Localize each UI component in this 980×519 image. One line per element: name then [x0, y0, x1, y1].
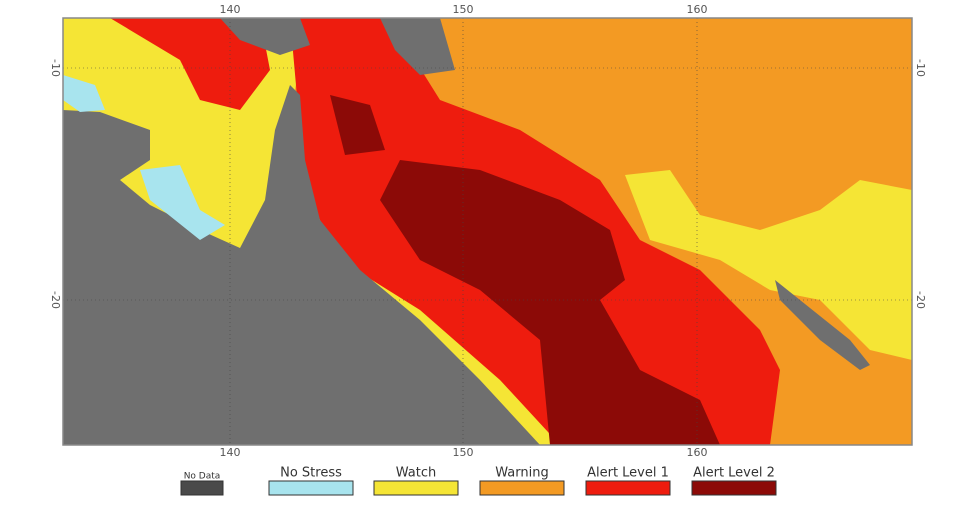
- map-frame: [62, 17, 913, 446]
- lon-label: 140: [220, 3, 241, 16]
- legend-label: Alert Level 1: [587, 466, 669, 481]
- legend-label: Alert Level 2: [693, 466, 775, 481]
- legend-label: No Stress: [280, 466, 342, 481]
- alert-2-zone: [380, 160, 720, 445]
- lat-label: -10: [49, 59, 62, 77]
- map: [62, 17, 913, 446]
- lat-label: -10: [914, 59, 927, 77]
- legend-swatch: [479, 480, 565, 496]
- legend-swatch: [373, 480, 459, 496]
- lon-label: 160: [687, 3, 708, 16]
- lon-label: 150: [453, 446, 474, 459]
- land: [63, 85, 540, 445]
- no-stress-patch: [140, 165, 225, 240]
- legend-swatch: [691, 480, 777, 496]
- legend-swatch: [585, 480, 671, 496]
- no-stress-patch: [63, 75, 105, 112]
- legend-swatch: [180, 480, 224, 496]
- lat-label: -20: [49, 291, 62, 309]
- legend-label: No Data: [184, 472, 221, 482]
- land-north: [220, 18, 310, 55]
- lon-label: 160: [687, 446, 708, 459]
- alert-1-north: [110, 18, 270, 110]
- lon-label: 140: [220, 446, 241, 459]
- legend-swatch: [268, 480, 354, 496]
- legend: No Data No Stress Watch Warning Alert Level …: [180, 466, 777, 496]
- legend-label: Warning: [495, 466, 548, 481]
- alert-2-north: [330, 95, 385, 155]
- lat-label: -20: [914, 291, 927, 309]
- lon-label: 150: [453, 3, 474, 16]
- legend-label: Watch: [396, 466, 436, 481]
- watch-zone-east: [625, 170, 912, 360]
- island-east: [775, 280, 870, 370]
- island: [380, 18, 455, 75]
